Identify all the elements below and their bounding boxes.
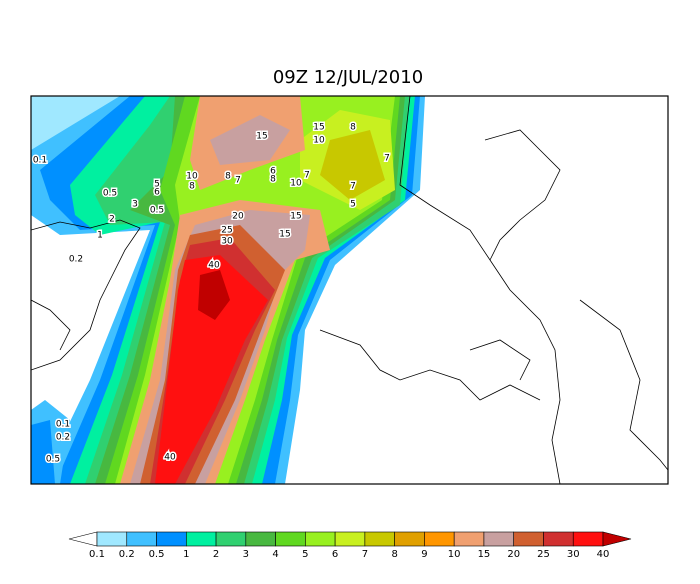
colorbar-box [424, 531, 455, 547]
colorbar-label: 10 [448, 549, 461, 560]
contour-label: 8 [225, 172, 231, 182]
border-line [484, 129, 561, 261]
contour-label: 5 [154, 180, 160, 190]
colorbar-label: 6 [332, 549, 338, 560]
colorbar-label: 40 [597, 549, 610, 560]
contour-label: 25 [221, 226, 232, 236]
contour-label: 15 [313, 123, 324, 133]
field [198, 270, 230, 320]
colorbar-label: 2 [213, 549, 219, 560]
colorbar-label: 20 [507, 549, 520, 560]
colorbar-label: 30 [567, 549, 580, 560]
contour-label: 6 [154, 188, 160, 198]
coastline [31, 219, 141, 371]
colorbar-box [245, 531, 276, 547]
colorbar-label: 15 [478, 549, 491, 560]
contour-label: 2 [109, 215, 115, 225]
contour-label: 0.1 [33, 156, 47, 166]
colorbar-label: 8 [391, 549, 397, 560]
contour-label: 7 [304, 171, 310, 181]
contour-label: 0.5 [46, 455, 60, 465]
colorbar-box [215, 531, 247, 547]
colorbar-label: 0.1 [89, 549, 105, 560]
colorbar-arrow-low [68, 531, 98, 547]
border-line [399, 96, 561, 484]
border-line [579, 299, 668, 471]
colorbar-arrow-high [602, 531, 632, 547]
field [31, 420, 55, 484]
colorbar-box [275, 531, 306, 547]
contour-label: 8 [350, 123, 356, 133]
contour-label: 10 [290, 179, 302, 189]
border-line [469, 339, 531, 381]
colorbar-box [572, 531, 604, 547]
colorbar-box [96, 531, 128, 547]
colorbar-box [364, 531, 395, 547]
contour-label: 7 [384, 154, 390, 164]
contour-labels: 15 15 10 8 7 0.1 10 8 8 7 6 8 10 7 7 5 0… [31, 121, 391, 466]
colorbar-box [543, 531, 574, 547]
contour-label: 20 [232, 212, 244, 222]
contour-label: 40 [164, 453, 176, 463]
contour-label: 7 [350, 182, 356, 192]
contour-label: 3 [132, 200, 138, 210]
title: 09Z 12/JUL/2010 [273, 67, 423, 88]
contour-label: 8 [189, 182, 195, 192]
colorbar: 0.1 0.2 0.5 1 2 3 4 5 6 7 8 9 10 15 20 25 30 40 [68, 531, 632, 560]
colorbar-label: 0.2 [119, 549, 135, 560]
contour-label: 8 [270, 175, 276, 185]
contour-label: 5 [350, 200, 356, 210]
contour-label: 10 [313, 136, 325, 146]
colorbar-label: 9 [421, 549, 427, 560]
map-frame [30, 95, 669, 485]
field [210, 115, 290, 165]
contour-label: 15 [256, 132, 267, 142]
contour-label: 1 [97, 231, 103, 241]
colorbar-box [156, 531, 187, 547]
colorbar-box [394, 531, 425, 547]
contour-label: 15 [279, 230, 290, 240]
contour-label: 30 [221, 237, 233, 247]
map-area [31, 96, 668, 484]
colorbar-box [185, 531, 217, 547]
contour-label: 6 [270, 167, 276, 177]
colorbar-box [126, 531, 157, 547]
contour-label: 0.5 [150, 206, 164, 216]
colorbar-label: 4 [272, 549, 278, 560]
colorbar-label: 1 [183, 549, 189, 560]
contour-label: 0.2 [56, 433, 70, 443]
contour-label: 0.2 [69, 255, 83, 265]
field [320, 130, 385, 200]
colorbar-label: 5 [302, 549, 308, 560]
coastline [31, 299, 71, 351]
colorbar-label: 7 [362, 549, 368, 560]
border-line [319, 329, 541, 401]
colorbar-label: 25 [537, 549, 550, 560]
colorbar-box [453, 531, 485, 547]
contour-label: 7 [235, 176, 241, 186]
colorbar-box [334, 531, 366, 547]
colorbar-label: 0.5 [149, 549, 165, 560]
colorbar-box [305, 531, 336, 547]
contour-label: 10 [186, 172, 198, 182]
colorbar-label: 3 [243, 549, 249, 560]
contour-label: 40 [208, 261, 220, 271]
contour-label: 15 [290, 212, 301, 222]
colorbar-box [513, 531, 544, 547]
field [155, 255, 268, 484]
contour-label: 0.5 [103, 189, 117, 199]
colorbar-box [483, 531, 515, 547]
contour-label: 0.1 [56, 420, 70, 430]
